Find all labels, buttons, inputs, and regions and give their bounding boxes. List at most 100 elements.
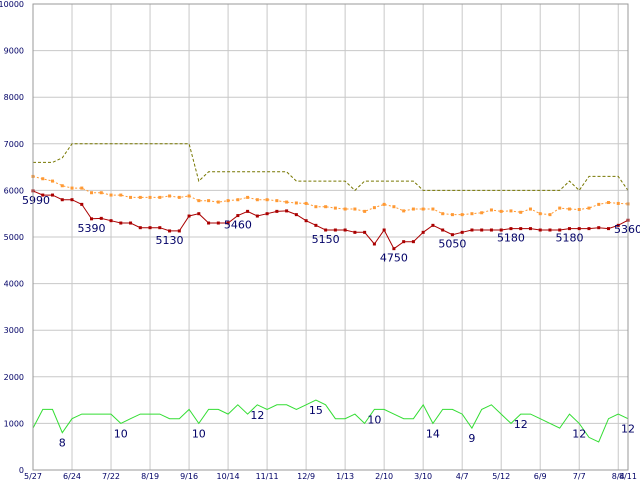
price-point (450, 233, 454, 237)
average-point (285, 200, 289, 204)
average-point (480, 211, 484, 215)
price-data-label: 4750 (380, 252, 408, 265)
price-point (567, 227, 571, 231)
plot-frame (32, 3, 629, 471)
average-point (411, 207, 415, 211)
price-point (597, 226, 601, 230)
price-point (353, 230, 357, 234)
price-point (333, 228, 337, 232)
price-point (236, 214, 240, 218)
volume-data-label: 10 (114, 427, 128, 440)
price-point (129, 221, 133, 225)
y-tick-label: 4000 (4, 280, 24, 289)
price-point (411, 240, 415, 244)
price-point (158, 226, 162, 230)
y-tick-label: 6000 (4, 186, 24, 195)
price-line (32, 190, 629, 250)
average-point (431, 207, 435, 211)
volume-data-label: 12 (514, 418, 528, 431)
average-point (450, 213, 454, 217)
average-point (41, 177, 45, 181)
x-tick-label: 1/13 (336, 472, 354, 480)
price-markers (31, 174, 630, 251)
price-point (441, 228, 445, 232)
average-point (197, 199, 201, 203)
price-point (138, 226, 142, 230)
volume-line (32, 399, 629, 443)
average-point (353, 207, 357, 211)
x-tick-label: 8/19 (141, 472, 159, 480)
average-point (129, 195, 133, 199)
average-point (148, 195, 152, 199)
price-point (168, 229, 172, 233)
y-tick-label: 8000 (4, 93, 24, 102)
price-point (499, 228, 503, 232)
average-point (70, 186, 74, 190)
price-point (460, 230, 464, 234)
average-point (470, 212, 474, 216)
x-tick-label: 8/4 (612, 472, 625, 480)
price-point (314, 223, 318, 227)
average-point (265, 198, 269, 202)
y-tick-label: 10000 (0, 0, 24, 9)
average-point (275, 199, 279, 203)
price-point (489, 228, 493, 232)
average-point (382, 202, 386, 206)
price-data-label: 5990 (22, 194, 50, 207)
y-axis: 0 1000 2000 3000 4000 5000 6000 7000 8000 9000 100… (0, 0, 24, 475)
price-point (431, 223, 435, 227)
price-point (606, 227, 610, 231)
y-tick-label: 7000 (4, 140, 24, 149)
price-point (177, 229, 181, 233)
average-point (236, 198, 240, 202)
price-point (528, 227, 532, 231)
x-tick-label: 4/7 (456, 472, 469, 480)
volume-data-label: 14 (426, 427, 440, 440)
price-point (246, 209, 250, 213)
x-axis: 5/27 6/24 7/22 8/19 9/16 10/14 11/11 12/9 1/13 2/… (24, 472, 637, 480)
price-point (538, 228, 542, 232)
average-point (255, 198, 259, 202)
price-point (226, 221, 230, 225)
average-point (109, 193, 113, 197)
price-point (421, 230, 425, 234)
price-point (587, 227, 591, 231)
x-tick-label: 11/11 (256, 472, 279, 480)
price-point (343, 228, 347, 232)
price-point (148, 226, 152, 230)
price-point (304, 219, 308, 223)
average-point (528, 207, 532, 211)
price-point (616, 223, 620, 227)
volume-data-label: 9 (468, 432, 475, 445)
average-point (441, 212, 445, 216)
price-point (509, 227, 513, 231)
average-point (226, 199, 230, 203)
price-point (51, 193, 55, 197)
x-tick-label: 6/24 (63, 472, 81, 480)
price-point (480, 228, 484, 232)
average-point (333, 206, 337, 210)
average-point (207, 199, 211, 203)
series-lines (32, 143, 629, 443)
price-point (363, 230, 367, 234)
price-data-label: 5150 (312, 233, 340, 246)
average-point (324, 205, 328, 209)
average-point (304, 201, 308, 205)
average-point (402, 209, 406, 213)
average-point (216, 200, 220, 204)
y-tick-label: 3000 (4, 326, 24, 335)
price-point (558, 228, 562, 232)
upper-band-line (33, 143, 629, 192)
x-tick-label: 6/9 (534, 472, 547, 480)
average-point (90, 191, 94, 195)
average-point (460, 213, 464, 217)
average-point (60, 184, 64, 188)
price-point (275, 209, 279, 213)
average-point (246, 195, 250, 199)
price-point (382, 228, 386, 232)
average-point (363, 209, 367, 213)
price-point (519, 227, 523, 231)
average-point (177, 195, 181, 199)
volume-data-label: 15 (309, 404, 323, 417)
